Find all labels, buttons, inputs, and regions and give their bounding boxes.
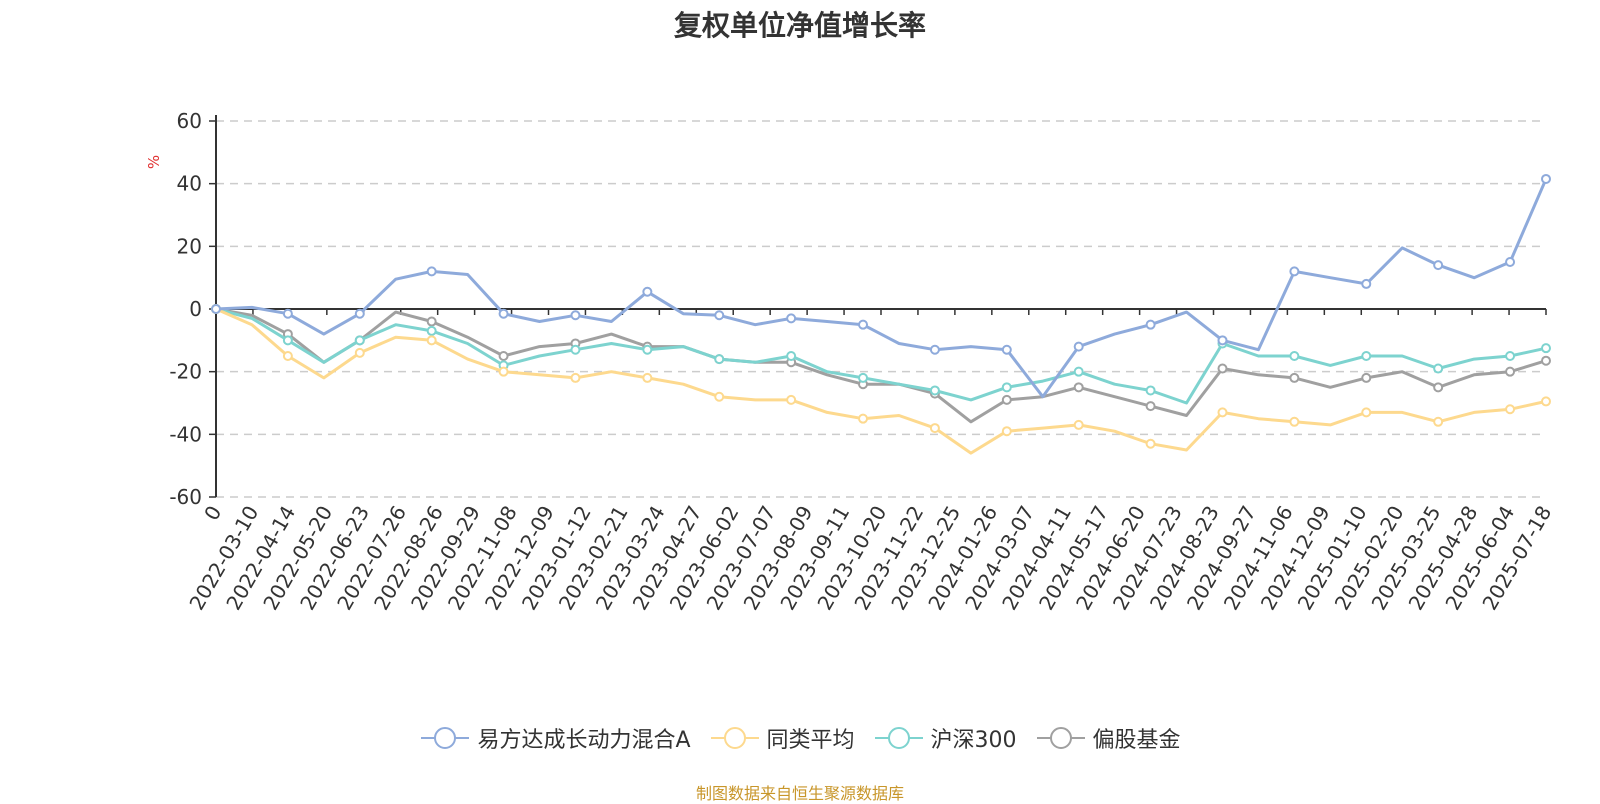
data-point <box>570 372 581 383</box>
y-tick-label: -20 <box>169 360 202 384</box>
data-point <box>929 344 940 355</box>
data-point <box>426 316 437 327</box>
data-point <box>1541 343 1551 354</box>
data-point <box>570 344 581 355</box>
data-point <box>1361 351 1372 361</box>
y-axis-label: % <box>145 155 163 169</box>
data-point <box>714 391 725 402</box>
data-point <box>858 413 869 424</box>
data-point <box>1073 419 1084 430</box>
data-point <box>1361 407 1372 418</box>
y-tick-label: 60 <box>177 109 202 133</box>
data-point <box>929 385 940 396</box>
data-point <box>1001 394 1012 405</box>
data-point <box>1001 426 1012 437</box>
data-point <box>1505 404 1516 415</box>
data-point <box>1073 341 1084 352</box>
y-tick-label: 40 <box>177 172 202 196</box>
data-point <box>714 354 725 365</box>
legend-item[interactable]: 同类平均 <box>709 722 855 754</box>
data-point <box>1541 355 1551 366</box>
data-point <box>282 351 293 361</box>
data-point <box>786 313 797 324</box>
source-note: 制图数据来自恒生聚源数据库 <box>695 784 904 803</box>
y-tick-label: -40 <box>169 422 202 446</box>
data-point <box>642 372 653 383</box>
legend-marker-icon <box>1036 727 1085 749</box>
series-line <box>215 307 1547 405</box>
data-point <box>858 372 869 383</box>
data-point <box>1289 416 1300 427</box>
data-point <box>1361 372 1372 383</box>
data-point <box>1433 260 1444 271</box>
data-point <box>1145 438 1156 449</box>
data-point <box>1217 407 1228 418</box>
y-tick-label: 20 <box>177 234 202 258</box>
legend-item[interactable]: 偏股基金 <box>1035 722 1181 754</box>
data-point <box>1505 351 1516 361</box>
legend-marker-icon <box>421 727 470 749</box>
data-point <box>354 335 365 346</box>
data-point <box>1001 382 1012 393</box>
data-point <box>1289 266 1300 277</box>
legend-marker-icon <box>874 727 923 749</box>
chart-legend: 易方达成长动力混合A 同类平均 沪深300 偏股基金 <box>0 722 1600 754</box>
data-point <box>929 423 940 434</box>
data-point <box>858 319 869 330</box>
data-point <box>1433 382 1444 393</box>
legend-label: 沪深300 <box>930 728 1017 753</box>
data-point <box>570 310 581 321</box>
data-point <box>426 325 437 336</box>
data-point <box>426 266 437 277</box>
x-tick-label: 0 <box>199 502 226 525</box>
legend-label: 偏股基金 <box>1092 728 1181 753</box>
data-point <box>642 344 653 355</box>
data-point <box>1217 335 1228 346</box>
series-line <box>215 307 1547 455</box>
legend-marker-icon <box>710 727 759 749</box>
data-point <box>786 351 797 361</box>
data-point <box>426 335 437 346</box>
legend-label: 同类平均 <box>766 728 855 753</box>
legend-label: 易方达成长动力混合A <box>477 728 691 753</box>
data-point <box>1289 351 1300 361</box>
data-point <box>1541 173 1551 184</box>
data-point <box>1217 363 1228 374</box>
y-tick-label: -60 <box>169 485 202 509</box>
data-point <box>211 304 221 314</box>
data-point <box>282 308 293 319</box>
series-line <box>215 307 1547 424</box>
data-point <box>1145 385 1156 396</box>
legend-item[interactable]: 易方达成长动力混合A <box>419 722 691 754</box>
data-point <box>354 347 365 358</box>
series-line <box>215 178 1548 399</box>
data-point <box>714 310 725 321</box>
data-point <box>1433 416 1444 427</box>
y-tick-label: 0 <box>189 297 202 321</box>
data-point <box>642 286 653 297</box>
data-point <box>1145 401 1156 412</box>
chart-title: 复权单位净值增长率 <box>673 9 926 42</box>
data-point <box>1073 382 1084 393</box>
data-point <box>1145 319 1156 330</box>
data-point <box>498 366 509 377</box>
data-point <box>498 351 509 361</box>
data-point <box>282 335 293 346</box>
data-point <box>1505 257 1516 267</box>
data-point <box>1361 278 1372 289</box>
legend-item[interactable]: 沪深300 <box>873 722 1017 754</box>
data-point <box>786 394 797 405</box>
data-point <box>498 308 509 319</box>
data-point <box>1289 372 1300 383</box>
data-point <box>1505 366 1516 377</box>
data-point <box>1433 363 1444 374</box>
data-point <box>1073 366 1084 377</box>
data-point <box>354 308 365 319</box>
data-point <box>1001 344 1012 355</box>
data-point <box>1541 396 1551 407</box>
